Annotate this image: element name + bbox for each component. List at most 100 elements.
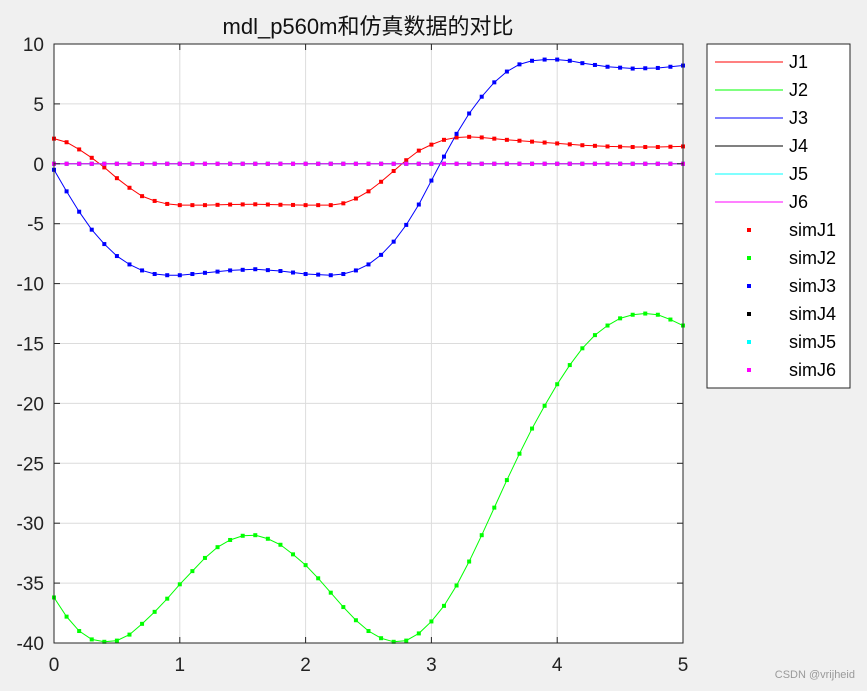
- legend-label-simj3: simJ3: [789, 276, 836, 296]
- marker-simj3: [580, 61, 585, 66]
- legend: J1 J2 J3 J4 J5 J6 simJ1 simJ2 simJ3 simJ4 simJ5 sim…: [706, 43, 851, 389]
- y-tick-label: -15: [17, 335, 44, 356]
- marker-simj2: [555, 382, 560, 387]
- marker-simj3: [668, 64, 673, 69]
- marker-simj3: [152, 272, 157, 277]
- marker-simj1: [630, 145, 635, 150]
- marker-simj3: [592, 62, 597, 67]
- marker-simj3: [555, 57, 560, 62]
- legend-swatch-simj1: [747, 228, 751, 232]
- marker-simj2: [165, 596, 170, 601]
- y-tick-label: -40: [17, 634, 44, 655]
- marker-simj2: [441, 603, 446, 608]
- marker-simj2: [102, 639, 107, 644]
- marker-simj6: [152, 161, 157, 166]
- marker-simj3: [253, 267, 258, 272]
- marker-simj3: [618, 65, 623, 70]
- marker-simj6: [618, 161, 623, 166]
- marker-simj3: [630, 66, 635, 71]
- marker-simj2: [278, 542, 283, 547]
- marker-simj3: [517, 62, 522, 67]
- legend-label-simj6: simJ6: [789, 360, 836, 380]
- marker-simj2: [202, 555, 207, 560]
- marker-simj1: [215, 202, 220, 207]
- marker-simj3: [265, 268, 270, 273]
- marker-simj1: [202, 203, 207, 208]
- marker-simj2: [416, 631, 421, 636]
- marker-simj6: [454, 161, 459, 166]
- marker-simj2: [240, 533, 245, 538]
- marker-simj2: [140, 621, 145, 626]
- marker-simj1: [316, 203, 321, 208]
- legend-label-j5: J5: [789, 164, 808, 184]
- legend-label-j2: J2: [789, 80, 808, 100]
- chart-title: mdl_p560m和仿真数据的对比: [223, 14, 514, 39]
- y-tick-label: -30: [17, 514, 44, 535]
- marker-simj2: [479, 533, 484, 538]
- marker-simj6: [228, 161, 233, 166]
- x-tick-label: 1: [175, 655, 186, 676]
- marker-simj3: [177, 273, 182, 278]
- marker-simj2: [492, 505, 497, 510]
- marker-simj3: [416, 202, 421, 207]
- x-tick-label: 3: [426, 655, 437, 676]
- marker-simj6: [177, 161, 182, 166]
- marker-simj6: [202, 161, 207, 166]
- marker-simj1: [655, 145, 660, 150]
- marker-simj6: [567, 161, 572, 166]
- marker-simj6: [467, 161, 472, 166]
- marker-simj6: [77, 161, 82, 166]
- marker-simj6: [278, 161, 283, 166]
- y-tick-label: 10: [23, 35, 44, 56]
- legend-box: [706, 43, 851, 389]
- marker-simj2: [341, 605, 346, 610]
- marker-simj3: [89, 227, 94, 232]
- marker-simj1: [278, 202, 283, 207]
- marker-simj1: [555, 141, 560, 146]
- marker-simj1: [303, 203, 308, 208]
- marker-simj3: [215, 269, 220, 274]
- marker-simj2: [228, 537, 233, 542]
- y-tick-label: -5: [27, 215, 44, 236]
- y-tick-label: 5: [33, 95, 44, 116]
- marker-simj3: [353, 268, 358, 273]
- marker-simj2: [454, 583, 459, 588]
- marker-simj2: [580, 346, 585, 351]
- marker-simj6: [542, 161, 547, 166]
- marker-simj2: [391, 639, 396, 644]
- marker-simj3: [127, 262, 132, 267]
- marker-simj6: [265, 161, 270, 166]
- marker-simj1: [605, 144, 610, 149]
- legend-label-j3: J3: [789, 108, 808, 128]
- marker-simj3: [165, 273, 170, 278]
- marker-simj6: [328, 161, 333, 166]
- marker-simj2: [643, 311, 648, 316]
- marker-simj3: [190, 272, 195, 277]
- marker-simj1: [102, 165, 107, 170]
- marker-simj6: [64, 161, 69, 166]
- marker-simj2: [567, 363, 572, 368]
- marker-simj2: [316, 576, 321, 581]
- marker-simj2: [530, 426, 535, 431]
- marker-simj2: [592, 333, 597, 338]
- legend-label-simj2: simJ2: [789, 248, 836, 268]
- marker-simj6: [391, 161, 396, 166]
- marker-simj3: [341, 272, 346, 277]
- marker-simj3: [454, 131, 459, 136]
- marker-simj1: [114, 176, 119, 181]
- marker-simj1: [291, 202, 296, 207]
- legend-label-simj1: simJ1: [789, 220, 836, 240]
- marker-simj3: [643, 66, 648, 71]
- marker-simj6: [441, 161, 446, 166]
- marker-simj3: [77, 209, 82, 214]
- marker-simj3: [228, 268, 233, 273]
- marker-simj2: [379, 636, 384, 641]
- marker-simj2: [542, 403, 547, 408]
- marker-simj6: [605, 161, 610, 166]
- legend-swatch-simj6: [747, 368, 751, 372]
- marker-simj2: [215, 545, 220, 550]
- marker-simj3: [64, 189, 69, 194]
- marker-simj2: [190, 569, 195, 574]
- marker-simj1: [416, 148, 421, 153]
